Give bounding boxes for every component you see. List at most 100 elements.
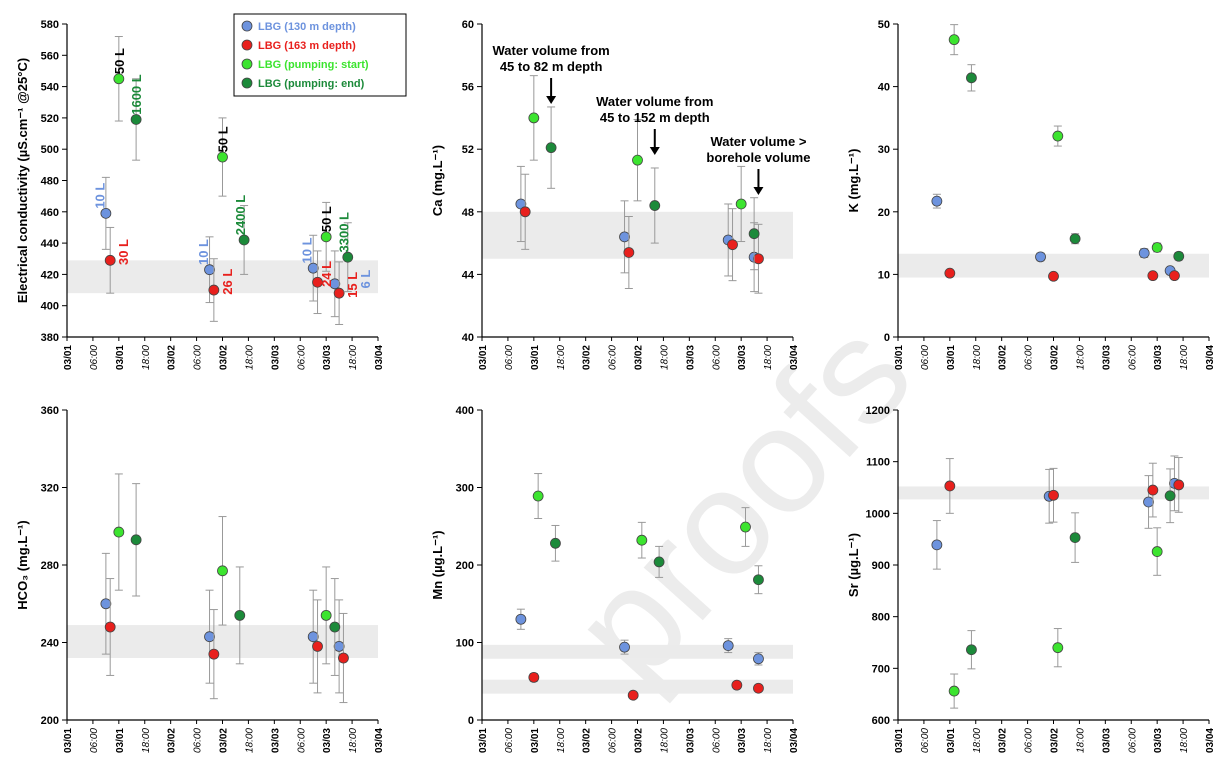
- data-point: [238, 234, 250, 246]
- volume-annotation: 1600 L: [129, 74, 144, 115]
- data-point: [100, 207, 112, 219]
- chart-panel-2: 40 44 48 52 56 60 Ca (mg.L⁻¹) 03/01 06:00 03/01 18…: [430, 19, 810, 370]
- y-tick-label: 0: [884, 332, 890, 344]
- data-point: [731, 679, 743, 691]
- x-tick-label: 03/04: [789, 728, 800, 753]
- volume-annotation: 15 L: [345, 272, 360, 298]
- arrow-head: [753, 187, 764, 195]
- x-tick-label: 06:00: [193, 345, 204, 370]
- data-point: [623, 247, 635, 258]
- reference-band: [898, 253, 1209, 278]
- data-point: [753, 253, 764, 265]
- x-tick-label: 03/02: [634, 728, 645, 753]
- y-axis-label: Sr (µg.L⁻¹): [846, 533, 861, 597]
- y-tick-label: 10: [878, 269, 890, 281]
- data-point: [653, 556, 665, 568]
- data-point: [1147, 270, 1159, 282]
- legend-marker: [241, 77, 253, 89]
- data-point: [130, 534, 142, 546]
- chart-panel-1: 380 400 420 440 460 480 500 520 540 560 580 Electri…: [15, 19, 385, 370]
- volume-annotation: 50 L: [319, 206, 334, 232]
- x-tick-label: 03/03: [1101, 345, 1112, 370]
- data-point: [740, 521, 751, 533]
- data-point: [515, 613, 527, 625]
- x-tick-label: 03/03: [1153, 728, 1164, 753]
- y-tick-label: 44: [462, 269, 475, 281]
- x-tick-label: 03/01: [63, 345, 74, 370]
- data-point: [722, 640, 734, 651]
- x-tick-label: 06:00: [1127, 345, 1138, 370]
- x-tick-label: 03/03: [322, 345, 333, 370]
- y-tick-label: 800: [872, 612, 890, 624]
- volume-annotation: 10 L: [300, 237, 315, 263]
- data-point: [1169, 270, 1180, 282]
- water-volume-note: Water volume from: [492, 43, 609, 58]
- x-tick-label: 03/04: [374, 728, 385, 753]
- data-point: [338, 652, 349, 664]
- data-point: [342, 251, 354, 263]
- data-point: [208, 648, 220, 660]
- y-tick-label: 0: [468, 715, 474, 727]
- x-tick-label: 18:00: [1075, 728, 1086, 753]
- x-tick-label: 18:00: [244, 345, 255, 370]
- x-tick-label: 06:00: [1127, 728, 1138, 753]
- y-tick-label: 1100: [866, 457, 890, 469]
- data-point: [532, 490, 544, 502]
- water-volume-note: Water volume from: [596, 94, 713, 109]
- x-tick-label: 06:00: [920, 728, 931, 753]
- data-point: [944, 480, 956, 492]
- data-point: [1151, 546, 1163, 557]
- y-tick-label: 580: [41, 19, 59, 31]
- x-tick-label: 03/03: [1101, 728, 1112, 753]
- legend-marker: [241, 58, 253, 70]
- y-tick-label: 360: [41, 405, 59, 417]
- data-point: [735, 198, 747, 210]
- data-point: [1143, 496, 1154, 508]
- data-point: [320, 231, 332, 243]
- y-tick-label: 240: [41, 638, 59, 650]
- y-tick-label: 900: [872, 560, 890, 572]
- x-tick-label: 03/01: [478, 728, 489, 753]
- y-tick-label: 100: [456, 638, 474, 650]
- data-point: [931, 195, 943, 207]
- volume-annotation: 10 L: [196, 239, 211, 265]
- x-tick-label: 03/02: [1050, 345, 1061, 370]
- data-point: [519, 206, 531, 218]
- volume-annotation: 6 L: [358, 270, 373, 289]
- volume-annotation: 26 L: [220, 269, 235, 295]
- data-point: [1173, 250, 1185, 262]
- arrow-head: [546, 96, 557, 104]
- data-point: [753, 653, 764, 665]
- data-point: [320, 609, 332, 621]
- water-volume-note: Water volume >: [710, 134, 806, 149]
- x-tick-label: 03/04: [1205, 728, 1216, 753]
- x-tick-label: 06:00: [711, 728, 722, 753]
- x-tick-label: 03/03: [737, 345, 748, 370]
- data-point: [748, 228, 760, 240]
- data-point: [208, 284, 220, 296]
- data-point: [333, 287, 345, 299]
- y-tick-label: 50: [878, 19, 890, 31]
- water-volume-note: 45 to 152 m depth: [600, 110, 710, 125]
- x-tick-label: 03/02: [219, 345, 230, 370]
- x-tick-label: 18:00: [348, 728, 359, 753]
- x-tick-label: 03/02: [167, 345, 178, 370]
- data-point: [545, 142, 557, 154]
- data-point: [966, 644, 977, 656]
- data-point: [312, 640, 323, 652]
- y-axis-label: Mn (µg.L⁻¹): [430, 530, 445, 599]
- legend-label: LBG (pumping: start): [258, 59, 369, 71]
- x-tick-label: 03/04: [1205, 345, 1216, 370]
- chart-panel-3: 0 10 20 30 40 50 K (mg.L⁻¹) 03/01 06:00 03/01 18:0…: [846, 19, 1216, 370]
- volume-annotation: 24 L: [319, 261, 334, 287]
- data-point: [1069, 532, 1081, 544]
- x-tick-label: 03/02: [167, 728, 178, 753]
- data-point: [632, 154, 643, 166]
- water-volume-note: borehole volume: [706, 150, 810, 165]
- x-tick-label: 03/03: [737, 728, 748, 753]
- y-axis-label: HCO₃ (mg.L⁻¹): [15, 520, 30, 609]
- x-tick-label: 03/01: [946, 728, 957, 753]
- y-tick-label: 520: [41, 113, 59, 125]
- data-point: [636, 534, 648, 546]
- x-tick-label: 18:00: [1179, 728, 1190, 753]
